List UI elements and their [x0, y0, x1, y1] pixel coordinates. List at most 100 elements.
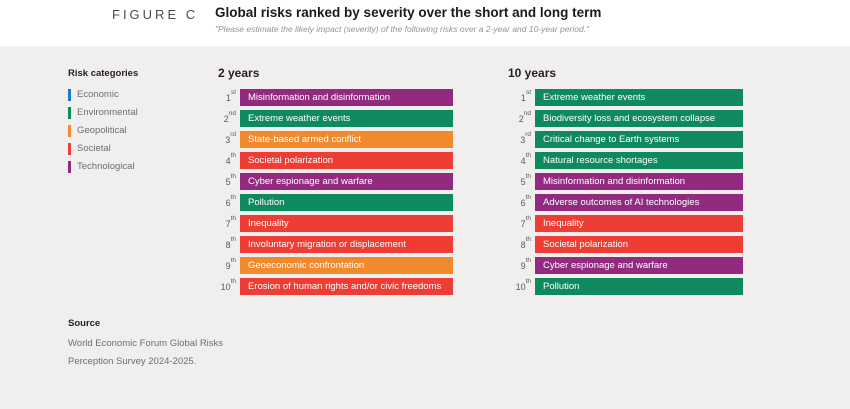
- risk-bar: Geoeconomic confrontation: [240, 257, 453, 274]
- legend-item-economic: Economic: [68, 88, 138, 101]
- rank-label: 10th: [508, 278, 531, 292]
- risk-row: 5th Cyber espionage and warfare: [218, 173, 453, 190]
- rank-number: 5: [225, 177, 231, 187]
- risk-bar: Inequality: [240, 215, 453, 232]
- rank-label: 9th: [508, 257, 531, 271]
- rank-label: 1st: [508, 89, 531, 103]
- risk-bar: Erosion of human rights and/or civic fre…: [240, 278, 453, 295]
- legend-swatch: [68, 124, 71, 137]
- risk-row: 6th Pollution: [218, 194, 453, 211]
- rank-suffix: th: [230, 215, 236, 222]
- risk-row: 4th Natural resource shortages: [508, 152, 743, 169]
- rank-suffix: th: [525, 215, 531, 222]
- ranked-rows-10-years: 1st Extreme weather events 2nd Biodiversity…: [508, 89, 743, 295]
- rank-number: 10: [515, 282, 526, 292]
- legend-label: Technological: [77, 161, 135, 172]
- column-heading-10-years: 10 years: [508, 66, 557, 80]
- rank-label: 5th: [508, 173, 531, 187]
- figure-label: FIGURE C: [112, 7, 199, 22]
- rank-label: 5th: [218, 173, 236, 187]
- rank-label: 8th: [218, 236, 236, 250]
- risk-row: 9th Cyber espionage and warfare: [508, 257, 743, 274]
- legend-swatch: [68, 142, 71, 155]
- risk-bar: Adverse outcomes of AI technologies: [535, 194, 743, 211]
- rank-number: 4: [225, 156, 231, 166]
- rank-suffix: rd: [230, 131, 236, 138]
- column-10-years: 10 years 1st Extreme weather events 2nd Bio…: [508, 66, 743, 299]
- rank-label: 4th: [508, 152, 531, 166]
- legend-label: Economic: [77, 89, 119, 100]
- legend-swatch: [68, 106, 71, 119]
- source-line: Perception Survey 2024-2025.: [68, 355, 197, 367]
- risk-row: 7th Inequality: [218, 215, 453, 232]
- rank-suffix: rd: [525, 131, 531, 138]
- rank-label: 2nd: [218, 110, 236, 124]
- risk-categories-legend: Risk categories Economic Environmental Geo…: [68, 68, 138, 178]
- risk-bar: Extreme weather events: [535, 89, 743, 106]
- risk-row: 4th Societal polarization: [218, 152, 453, 169]
- risk-bar: Natural resource shortages: [535, 152, 743, 169]
- rank-number: 6: [225, 198, 231, 208]
- rank-number: 8: [520, 240, 526, 250]
- risk-bar: Biodiversity loss and ecosystem collapse: [535, 110, 743, 127]
- figure-subtitle: "Please estimate the likely impact (seve…: [215, 24, 590, 34]
- legend-item-environmental: Environmental: [68, 106, 138, 119]
- rank-suffix: th: [230, 257, 236, 264]
- legend-label: Environmental: [77, 107, 138, 118]
- rank-label: 3rd: [218, 131, 236, 145]
- risk-row: 5th Misinformation and disinformation: [508, 173, 743, 190]
- rank-suffix: nd: [523, 110, 531, 117]
- rank-number: 5: [520, 177, 526, 187]
- risk-row: 3rd Critical change to Earth systems: [508, 131, 743, 148]
- legend-title: Risk categories: [68, 68, 139, 79]
- rank-number: 9: [225, 261, 231, 271]
- rank-label: 7th: [508, 215, 531, 229]
- rank-suffix: th: [230, 236, 236, 243]
- rank-suffix: th: [230, 173, 236, 180]
- legend-item-technological: Technological: [68, 160, 138, 173]
- risk-bar: Cyber espionage and warfare: [240, 173, 453, 190]
- risk-row: 8th Societal polarization: [508, 236, 743, 253]
- rank-label: 7th: [218, 215, 236, 229]
- rank-suffix: th: [525, 194, 531, 201]
- rank-number: 3: [520, 135, 526, 145]
- rank-number: 6: [520, 198, 526, 208]
- risk-row: 7th Inequality: [508, 215, 743, 232]
- rank-suffix: th: [525, 152, 531, 159]
- rank-label: 8th: [508, 236, 531, 250]
- rank-suffix: nd: [228, 110, 236, 117]
- risk-bar: Pollution: [535, 278, 743, 295]
- rank-number: 2: [223, 114, 229, 124]
- rank-number: 1: [520, 93, 526, 103]
- legend-item-societal: Societal: [68, 142, 138, 155]
- legend-item-geopolitical: Geopolitical: [68, 124, 138, 137]
- rank-number: 3: [225, 135, 231, 145]
- risk-bar: Involuntary migration or displacement: [240, 236, 453, 253]
- rank-number: 1: [225, 93, 231, 103]
- rank-suffix: th: [230, 194, 236, 201]
- rank-label: 6th: [218, 194, 236, 208]
- risk-row: 9th Geoeconomic confrontation: [218, 257, 453, 274]
- rank-label: 2nd: [508, 110, 531, 124]
- legend-label: Societal: [77, 143, 111, 154]
- risk-row: 1st Misinformation and disinformation: [218, 89, 453, 106]
- rank-number: 4: [520, 156, 526, 166]
- figure-title: Global risks ranked by severity over the…: [215, 5, 602, 20]
- risk-bar: Critical change to Earth systems: [535, 131, 743, 148]
- rank-number: 9: [520, 261, 526, 271]
- rank-suffix: st: [525, 89, 531, 96]
- column-2-years: 2 years 1st Misinformation and disinforma…: [218, 66, 453, 299]
- risk-row: 1st Extreme weather events: [508, 89, 743, 106]
- risk-bar: Inequality: [535, 215, 743, 232]
- risk-row: 2nd Extreme weather events: [218, 110, 453, 127]
- rank-number: 8: [225, 240, 231, 250]
- rank-suffix: th: [525, 278, 531, 285]
- rank-number: 7: [225, 219, 231, 229]
- risk-row: 6th Adverse outcomes of AI technologies: [508, 194, 743, 211]
- source-title: Source: [68, 318, 101, 329]
- rank-suffix: th: [525, 257, 531, 264]
- rank-label: 10th: [218, 278, 236, 292]
- rank-number: 10: [220, 282, 231, 292]
- rank-label: 1st: [218, 89, 236, 103]
- risk-bar: Pollution: [240, 194, 453, 211]
